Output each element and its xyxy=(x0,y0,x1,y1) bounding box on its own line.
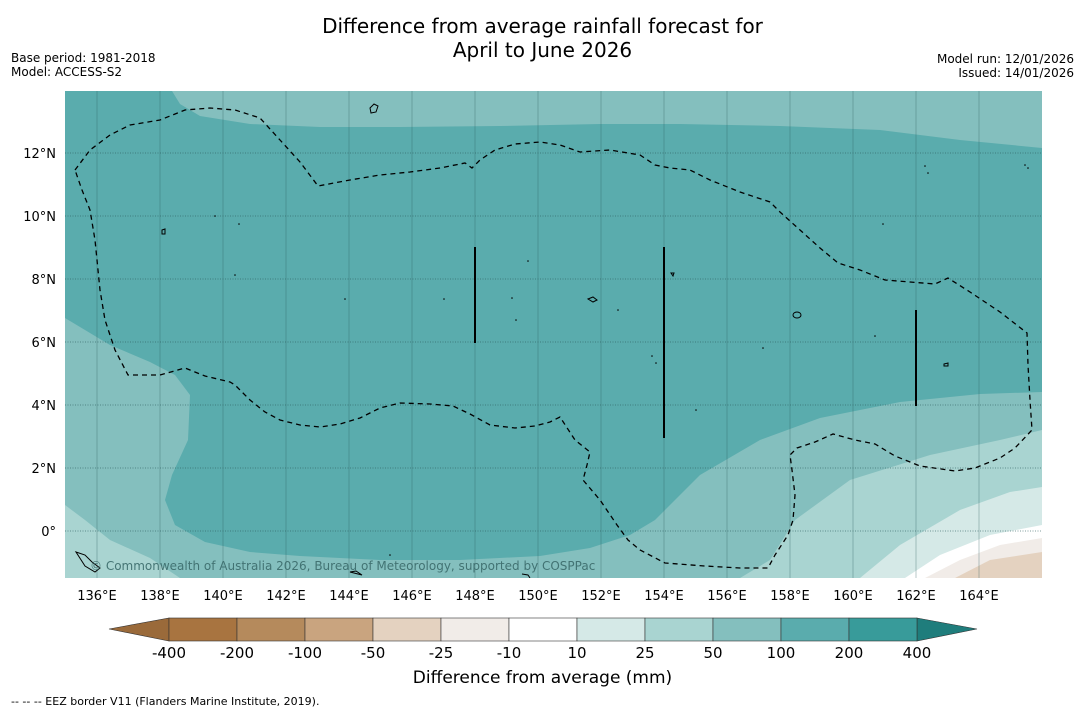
lon-label: 148°E xyxy=(455,589,495,604)
lat-label: 4°N xyxy=(32,399,57,414)
lon-label: 162°E xyxy=(896,589,936,604)
colorbar-tick: 200 xyxy=(835,644,864,662)
region-minus-50-25 xyxy=(955,552,1042,578)
lon-label: 136°E xyxy=(77,589,117,604)
colorbar-tick: 50 xyxy=(703,644,722,662)
issued-date: Issued: 14/01/2026 xyxy=(958,66,1074,80)
small-islands xyxy=(214,164,1029,556)
colorbar-cell xyxy=(508,617,578,642)
base-period: Base period: 1981-2018 xyxy=(11,51,156,65)
colorbar-title: Difference from average (mm) xyxy=(412,668,673,688)
colorbar-tick: -400 xyxy=(152,644,186,662)
lon-label: 144°E xyxy=(329,589,369,604)
model-name: Model: ACCESS-S2 xyxy=(11,65,123,79)
colorbar-cell xyxy=(780,617,850,642)
latitude-labels: 12°N 10°N 8°N 6°N 4°N 2°N 0° xyxy=(23,147,56,540)
colorbar-tick: 25 xyxy=(635,644,654,662)
lon-label: 156°E xyxy=(707,589,747,604)
colorbar-cell xyxy=(372,617,442,642)
lat-label: 6°N xyxy=(32,336,57,351)
colorbar-tick: -10 xyxy=(497,644,522,662)
map-area: © Commonwealth of Australia 2026, Bureau… xyxy=(65,91,1042,578)
lat-label: 12°N xyxy=(23,147,56,162)
colorbar-extend-high xyxy=(916,617,978,642)
lon-label: 146°E xyxy=(392,589,432,604)
model-run: Model run: 12/01/2026 xyxy=(936,52,1074,66)
region-50-100-south xyxy=(65,318,1042,578)
grid-lines xyxy=(65,152,1042,532)
colorbar-cell xyxy=(440,617,510,642)
lon-label: 158°E xyxy=(770,589,810,604)
lat-label: 10°N xyxy=(23,210,56,225)
eez-border xyxy=(74,107,1033,569)
longitude-labels: 136°E 138°E 140°E 142°E 144°E 146°E 148°… xyxy=(77,589,999,604)
islands xyxy=(74,103,949,578)
colorbar-tick: -25 xyxy=(429,644,454,662)
metadata-right: Model run: 12/01/2026 Issued: 14/01/2026 xyxy=(937,52,1074,80)
title-line-2: April to June 2026 xyxy=(452,38,633,62)
colorbar-cell xyxy=(644,617,714,642)
lon-label: 164°E xyxy=(959,589,999,604)
colorbar-tick: 100 xyxy=(767,644,796,662)
boundary-lines xyxy=(474,247,917,438)
metadata-left: Base period: 1981-2018 Model: ACCESS-S2 xyxy=(11,51,156,79)
lon-label: 138°E xyxy=(140,589,180,604)
lon-label: 152°E xyxy=(581,589,621,604)
colorbar: -400 -200 -100 -50 -25 -10 10 25 50 100 … xyxy=(108,617,978,662)
region-25-50-west xyxy=(65,505,180,578)
colorbar-tick: -200 xyxy=(220,644,254,662)
colorbar-tick: 10 xyxy=(567,644,586,662)
lat-label: 0° xyxy=(41,525,56,540)
colorbar-ticks: -400 -200 -100 -50 -25 -10 10 25 50 100 … xyxy=(152,644,931,662)
lat-label: 8°N xyxy=(32,273,57,288)
colorbar-cell xyxy=(168,617,238,642)
region-50-100-north xyxy=(172,91,1042,148)
lon-label: 150°E xyxy=(518,589,558,604)
colorbar-cell xyxy=(712,617,782,642)
colorbar-tick: -50 xyxy=(361,644,386,662)
colorbar-cell xyxy=(848,617,918,642)
colorbar-tick: 400 xyxy=(903,644,932,662)
title-line-1: Difference from average rainfall forecas… xyxy=(322,14,763,38)
colorbar-cell xyxy=(304,617,374,642)
colorbar-cell xyxy=(236,617,306,642)
colorbar-cell xyxy=(576,617,646,642)
copyright-notice: © Commonwealth of Australia 2026, Bureau… xyxy=(90,559,595,573)
colorbar-tick: -100 xyxy=(288,644,322,662)
colorbar-cells xyxy=(168,617,918,642)
meridian-lines xyxy=(96,91,980,578)
lon-label: 160°E xyxy=(833,589,873,604)
chart-title: Difference from average rainfall forecas… xyxy=(0,14,1085,62)
lat-label: 2°N xyxy=(32,462,57,477)
footnote-eez: -- -- -- EEZ border V11 (Flanders Marine… xyxy=(11,695,320,708)
lon-label: 140°E xyxy=(203,589,243,604)
lon-label: 154°E xyxy=(644,589,684,604)
colorbar-extend-low xyxy=(108,617,170,642)
lon-label: 142°E xyxy=(266,589,306,604)
